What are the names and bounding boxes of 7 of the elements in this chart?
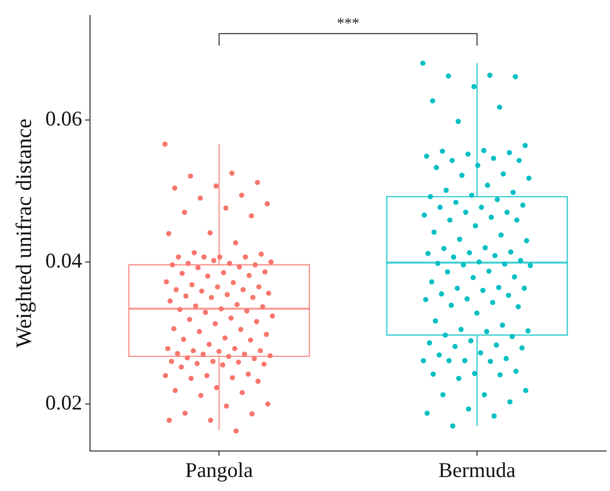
x-tick-label: Bermuda: [438, 458, 516, 482]
annotation: ***: [336, 16, 360, 32]
y-axis-title: Weighted unifrac distance: [10, 118, 36, 348]
x-tick-label: Pangola: [185, 458, 254, 482]
y-tick-label: 0.04: [45, 248, 83, 272]
y-tick-label: 0.02: [45, 390, 82, 414]
y-tick-label: 0.06: [45, 106, 82, 130]
